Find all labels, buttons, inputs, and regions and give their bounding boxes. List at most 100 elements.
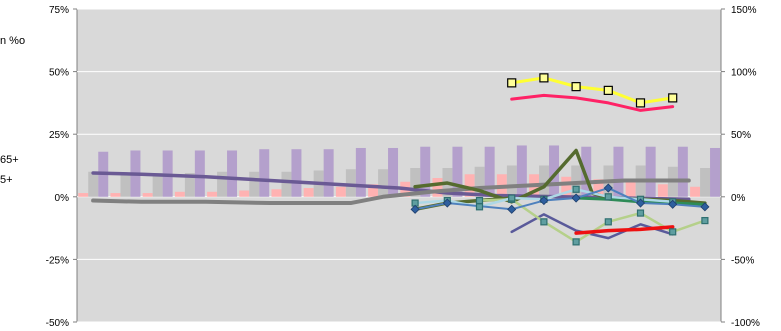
- bar: [239, 190, 250, 197]
- left-tick-label: 0%: [55, 193, 70, 204]
- marker-square: [540, 218, 548, 226]
- bar: [174, 191, 185, 197]
- marker-diamond: [603, 183, 613, 193]
- right-tick-label: 150%: [731, 5, 757, 16]
- bar: [613, 146, 624, 197]
- clipped-label: 5+: [0, 174, 13, 186]
- left-tick-label: -50%: [46, 318, 69, 329]
- bar: [657, 184, 668, 197]
- bar: [271, 189, 282, 197]
- bar: [345, 169, 356, 197]
- bar: [152, 173, 163, 197]
- marker-square: [635, 98, 646, 108]
- clipped-label: n %o: [0, 35, 25, 47]
- marker-square: [507, 78, 517, 88]
- bar: [700, 168, 711, 197]
- bar: [249, 171, 260, 197]
- series-line: [574, 225, 675, 235]
- bar: [368, 184, 379, 197]
- bar: [78, 193, 89, 197]
- series-line: [510, 76, 675, 105]
- marker-diamond: [539, 195, 549, 206]
- bar: [581, 146, 592, 197]
- bar: [484, 146, 495, 197]
- series-markers: [410, 73, 710, 246]
- bar: [303, 188, 314, 197]
- left-tick-label: -25%: [46, 255, 69, 266]
- left-tick-label: 50%: [49, 68, 69, 79]
- marker-diamond: [442, 198, 452, 208]
- right-tick-label: 100%: [731, 68, 757, 79]
- right-axis-ticks: 150% 100% 50% 0% -50% -100%: [721, 5, 760, 329]
- marker-square: [701, 216, 709, 225]
- bar: [227, 150, 238, 197]
- bar: [410, 168, 421, 197]
- left-tick-label: 75%: [49, 5, 69, 16]
- marker-square: [572, 185, 580, 193]
- bar: [464, 174, 475, 197]
- series-line: [510, 93, 675, 112]
- clipped-labels: n %o 65+ 5+: [0, 35, 25, 186]
- bar: [142, 193, 153, 197]
- marker-square: [508, 194, 516, 202]
- line-series: [91, 76, 707, 244]
- marker-square: [572, 238, 580, 246]
- marker-square: [668, 93, 678, 103]
- bar: [539, 165, 550, 197]
- bar: [194, 150, 205, 197]
- bar: [120, 173, 131, 197]
- bar: [506, 165, 517, 197]
- marker-square: [669, 228, 677, 236]
- plot-area: [76, 8, 722, 323]
- bar: [677, 146, 688, 197]
- bar: [645, 146, 656, 197]
- marker-diamond: [571, 193, 581, 203]
- bar: [207, 191, 218, 197]
- marker-diamond: [507, 204, 517, 214]
- marker-square: [636, 209, 645, 217]
- bar: [710, 147, 721, 197]
- marker-square: [571, 82, 581, 92]
- marker-diamond: [410, 204, 420, 214]
- bar: [474, 166, 485, 197]
- bar: [88, 171, 99, 197]
- bar: [378, 169, 389, 197]
- bar: [184, 173, 195, 197]
- marker-diamond: [635, 198, 646, 208]
- series-line: [91, 178, 691, 206]
- bar: [323, 149, 334, 197]
- bar: [593, 179, 604, 197]
- marker-square: [604, 218, 612, 226]
- bar: [690, 186, 701, 197]
- marker-square: [539, 73, 549, 83]
- left-tick-label: 25%: [49, 130, 69, 141]
- bar: [388, 147, 399, 197]
- bar: [110, 193, 121, 197]
- right-tick-label: -100%: [731, 318, 760, 329]
- bar: [561, 176, 572, 197]
- bar: [452, 146, 463, 197]
- bar: [549, 145, 560, 197]
- bar: [281, 171, 292, 197]
- bar: [432, 178, 443, 197]
- right-tick-label: 50%: [731, 130, 751, 141]
- bar: [355, 147, 366, 197]
- marker-square: [603, 85, 613, 95]
- marker-square: [475, 203, 484, 211]
- bar: [259, 149, 270, 197]
- marker-diamond: [700, 202, 710, 212]
- bar: [625, 181, 636, 197]
- marker-square: [475, 196, 484, 205]
- right-tick-label: 0%: [731, 193, 746, 204]
- right-tick-label: -50%: [731, 255, 754, 266]
- clipped-label: 65+: [0, 154, 19, 166]
- bar: [335, 186, 346, 197]
- marker-square: [604, 193, 612, 201]
- bar: [217, 171, 228, 197]
- bar: [516, 145, 527, 197]
- left-axis-ticks: 75% 50% 25% 0% -25% -50%: [46, 5, 77, 329]
- bar: [291, 149, 302, 197]
- marker-diamond: [668, 199, 678, 209]
- bar: [420, 146, 431, 197]
